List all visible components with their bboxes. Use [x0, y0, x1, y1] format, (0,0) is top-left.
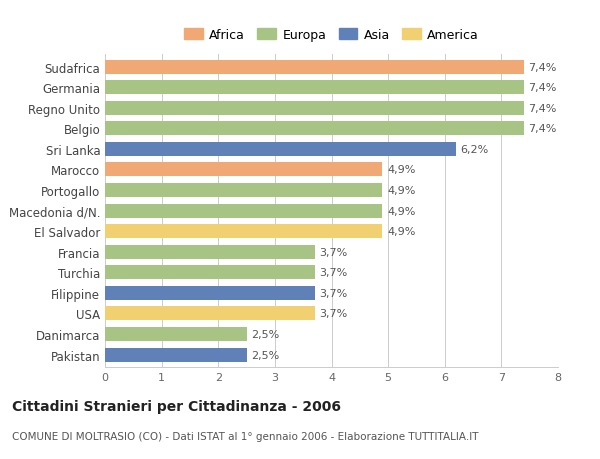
Bar — [105, 61, 524, 74]
Text: 3,7%: 3,7% — [319, 309, 347, 319]
Text: 3,7%: 3,7% — [319, 247, 347, 257]
Bar — [105, 327, 247, 341]
Text: 3,7%: 3,7% — [319, 288, 347, 298]
Bar — [105, 204, 382, 218]
Text: 6,2%: 6,2% — [461, 145, 489, 155]
Text: 4,9%: 4,9% — [387, 165, 415, 175]
Legend: Africa, Europa, Asia, America: Africa, Europa, Asia, America — [179, 24, 484, 47]
Bar — [105, 245, 314, 259]
Text: 3,7%: 3,7% — [319, 268, 347, 278]
Text: 7,4%: 7,4% — [529, 124, 557, 134]
Bar — [105, 143, 456, 157]
Text: 2,5%: 2,5% — [251, 330, 280, 339]
Text: COMUNE DI MOLTRASIO (CO) - Dati ISTAT al 1° gennaio 2006 - Elaborazione TUTTITAL: COMUNE DI MOLTRASIO (CO) - Dati ISTAT al… — [12, 431, 479, 442]
Bar — [105, 184, 382, 197]
Bar — [105, 122, 524, 136]
Bar — [105, 266, 314, 280]
Text: 7,4%: 7,4% — [529, 103, 557, 113]
Text: 7,4%: 7,4% — [529, 62, 557, 73]
Bar — [105, 286, 314, 300]
Text: 4,9%: 4,9% — [387, 227, 415, 237]
Bar — [105, 163, 382, 177]
Bar — [105, 81, 524, 95]
Text: 4,9%: 4,9% — [387, 185, 415, 196]
Text: Cittadini Stranieri per Cittadinanza - 2006: Cittadini Stranieri per Cittadinanza - 2… — [12, 399, 341, 413]
Text: 2,5%: 2,5% — [251, 350, 280, 360]
Text: 4,9%: 4,9% — [387, 206, 415, 216]
Text: 7,4%: 7,4% — [529, 83, 557, 93]
Bar — [105, 348, 247, 362]
Bar — [105, 225, 382, 239]
Bar — [105, 101, 524, 116]
Bar — [105, 307, 314, 321]
